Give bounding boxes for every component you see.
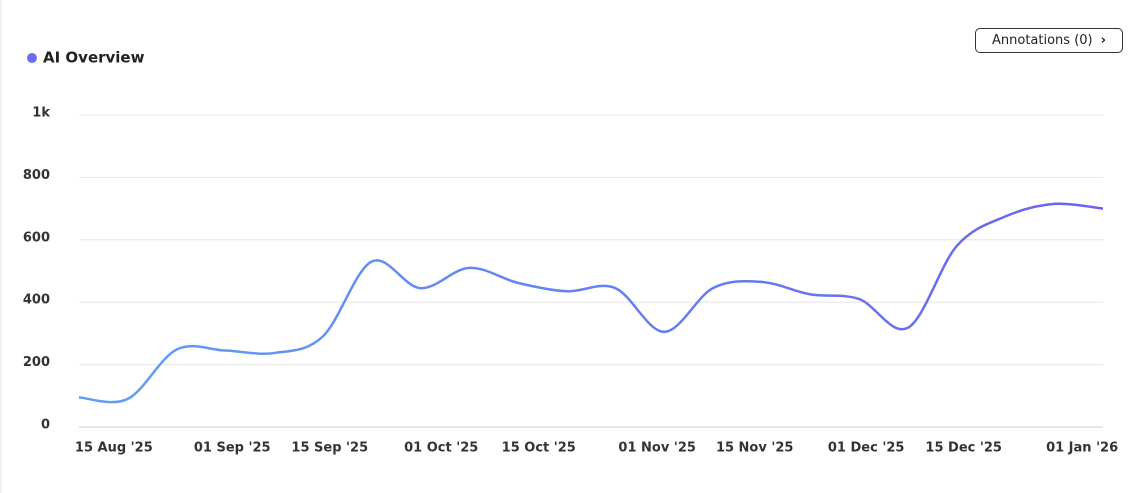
x-tick-label: 15 Oct '25 xyxy=(502,441,576,456)
y-tick-label: 1k xyxy=(32,106,50,121)
legend-dot xyxy=(27,53,37,63)
x-tick-label: 01 Dec '25 xyxy=(828,441,905,456)
x-tick-label: 15 Dec '25 xyxy=(925,441,1002,456)
y-tick-label: 800 xyxy=(23,168,50,183)
y-tick-label: 0 xyxy=(41,418,50,433)
x-tick-label: 15 Sep '25 xyxy=(291,441,368,456)
button-label[interactable]: Annotations (0) xyxy=(992,33,1093,48)
annotations-button[interactable]: Annotations (0) › xyxy=(975,28,1123,53)
y-tick-label: 200 xyxy=(23,355,50,370)
x-tick-label: 01 Oct '25 xyxy=(404,441,478,456)
x-tick-label: 15 Aug '25 xyxy=(75,441,153,456)
line xyxy=(78,202,1104,404)
x-tick-label: 01 Jan '26 xyxy=(1046,441,1118,456)
legend-label: AI Overview xyxy=(43,49,145,67)
x-tick-label: 15 Nov '25 xyxy=(716,441,794,456)
x-tick-label: 01 Nov '25 xyxy=(618,441,696,456)
y-tick-label: 400 xyxy=(23,293,50,308)
x-tick-label: 01 Sep '25 xyxy=(194,441,271,456)
y-tick-label: 600 xyxy=(23,230,50,245)
